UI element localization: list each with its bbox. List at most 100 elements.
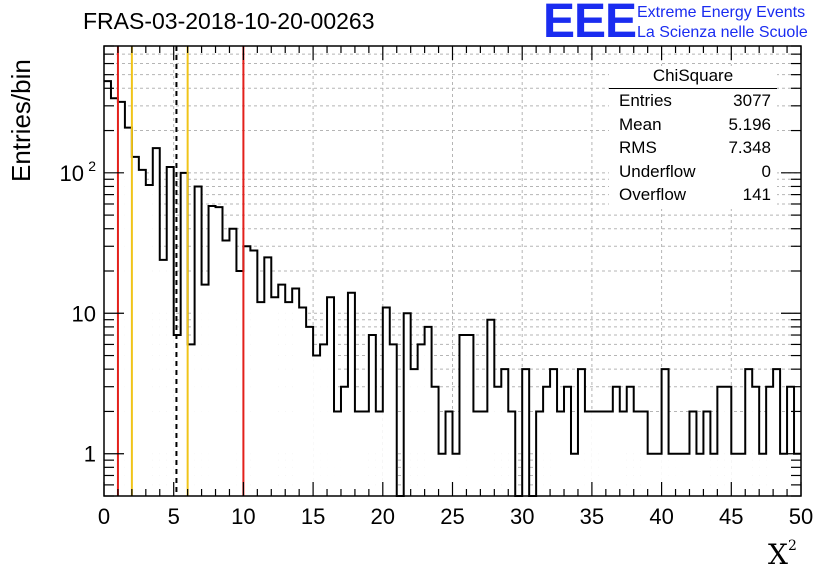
- histogram-bar: [159, 259, 167, 496]
- histogram-bar: [104, 81, 111, 496]
- histogram-bar: [187, 344, 195, 496]
- histogram-bar: [724, 386, 732, 496]
- histogram-bar: [577, 369, 585, 496]
- histogram-bar: [661, 369, 669, 496]
- histogram-bar: [501, 369, 509, 496]
- histogram-bar: [584, 411, 592, 496]
- histogram-bar: [675, 453, 683, 496]
- histogram-bar: [354, 411, 362, 496]
- stats-label: Entries: [619, 91, 672, 110]
- stats-label: Overflow: [619, 185, 687, 204]
- histogram-bar: [536, 411, 544, 496]
- stats-row-mean: Mean 5.196: [609, 115, 777, 139]
- histogram-bar: [334, 411, 341, 496]
- histogram-bar: [124, 127, 132, 497]
- histogram-bar: [766, 386, 774, 496]
- reference-lines-layer: [116, 46, 245, 496]
- histogram-bar: [410, 369, 418, 496]
- chart-title: FRAS-03-2018-10-20-00263: [83, 8, 375, 34]
- histogram-bar: [710, 453, 718, 496]
- histogram-bar: [131, 156, 139, 496]
- histogram-bar: [591, 411, 599, 496]
- histogram-bar: [445, 411, 453, 496]
- stats-label: Mean: [619, 114, 662, 134]
- y-axis-label: Entries/bin: [6, 59, 36, 182]
- histogram-outline: [104, 80, 801, 497]
- logo-mark: EEE: [543, 0, 637, 48]
- histogram-bar: [633, 411, 641, 496]
- histogram-bar: [292, 288, 300, 496]
- histogram-bar: [299, 307, 307, 496]
- histogram-bar: [417, 344, 425, 496]
- histogram-bar: [208, 206, 216, 496]
- histogram-bar: [598, 411, 606, 496]
- x-tick-label: 10: [231, 504, 255, 529]
- histogram-bar: [201, 284, 209, 496]
- histogram-bar: [452, 453, 460, 496]
- histogram-bar: [654, 453, 662, 496]
- histogram-bar: [424, 326, 432, 496]
- histogram-bar: [550, 369, 558, 496]
- x-tick-label: 15: [301, 504, 325, 529]
- histogram-bar: [243, 246, 251, 496]
- histogram-bar: [738, 453, 746, 496]
- histogram-bar: [717, 386, 725, 496]
- x-tick-label: 35: [580, 504, 604, 529]
- histogram-bar: [431, 386, 439, 496]
- y-tick-label: 10: [60, 161, 84, 186]
- x-tick-label: 45: [719, 504, 743, 529]
- stats-value: 141: [742, 185, 771, 204]
- histogram-bar: [327, 297, 335, 496]
- stats-value: 0: [761, 161, 771, 181]
- histogram-bar: [466, 335, 474, 496]
- histogram-bar: [320, 344, 328, 496]
- histogram-bar: [626, 386, 634, 496]
- stats-label: RMS: [619, 138, 657, 157]
- histogram-bar: [668, 453, 676, 496]
- histogram-bar: [619, 411, 627, 496]
- histogram-bar: [605, 411, 613, 496]
- x-axis-label-superscript: 2: [787, 538, 797, 554]
- y-tick-label-exponent: 2: [88, 158, 96, 174]
- histogram-layer: [104, 80, 801, 497]
- histogram-bar: [508, 411, 516, 496]
- histogram-bar: [166, 167, 174, 496]
- histogram-bar: [236, 271, 244, 496]
- histogram-bar: [145, 184, 153, 496]
- stats-row-underflow: Underflow 0: [609, 162, 777, 186]
- histogram-bar: [264, 257, 272, 496]
- histogram-bar: [703, 411, 711, 496]
- histogram-bar: [340, 386, 348, 496]
- histogram-bar: [696, 453, 704, 496]
- histogram-bar: [110, 98, 118, 496]
- histogram-bar: [787, 386, 795, 496]
- histogram-bar: [347, 292, 355, 496]
- histogram-bar: [361, 411, 369, 496]
- histogram-bar: [138, 169, 146, 496]
- histogram-bar: [403, 313, 411, 496]
- y-tick-label: 1: [84, 442, 96, 467]
- histogram-bar: [313, 355, 321, 496]
- histogram-bar: [773, 369, 781, 496]
- histogram-bar: [180, 172, 188, 496]
- stats-row-entries: Entries 3077: [609, 91, 777, 115]
- histogram-bar: [570, 453, 578, 496]
- stats-label: Underflow: [619, 161, 696, 181]
- histogram-bar: [745, 369, 753, 496]
- stats-value: 5.196: [728, 114, 771, 134]
- histogram-bar: [487, 319, 495, 496]
- stats-row-overflow: Overflow 141: [609, 185, 777, 209]
- histogram-bar: [522, 369, 530, 496]
- logo-line-2: La Scienza nelle Scuole: [637, 24, 808, 41]
- histogram-bar: [780, 453, 788, 496]
- stats-value: 7.348: [728, 138, 771, 157]
- x-tick-label: 20: [371, 504, 395, 529]
- stats-title: ChiSquare: [609, 66, 777, 89]
- histogram-bar: [438, 453, 446, 496]
- histogram-bar: [612, 386, 620, 496]
- histogram-bar: [689, 411, 697, 496]
- histogram-bar: [222, 240, 230, 496]
- histogram-bar: [215, 207, 223, 496]
